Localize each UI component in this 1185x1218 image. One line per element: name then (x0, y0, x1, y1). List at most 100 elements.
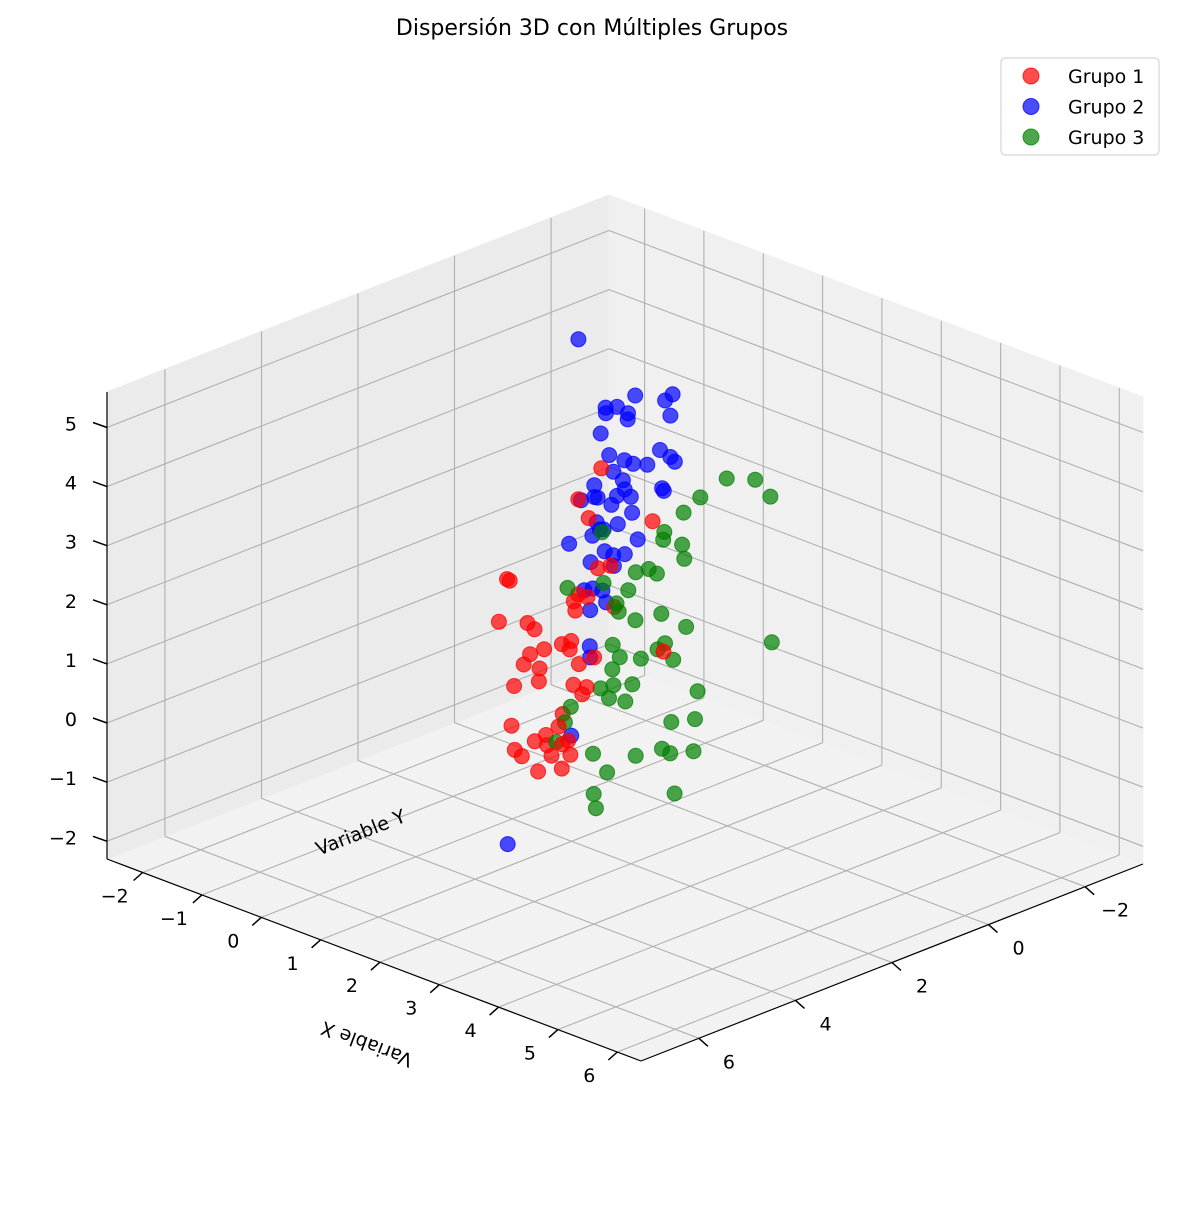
z-grid-left (106, 348, 610, 547)
axes-panes (105, 194, 1145, 1062)
y-grid-floor (164, 835, 700, 1039)
data-point-grupo-3 (604, 636, 621, 653)
data-point-grupo-3 (604, 661, 621, 678)
z-tick-mark (92, 599, 108, 606)
data-point-grupo-2 (662, 407, 679, 424)
x-tick-label: 1 (287, 953, 299, 975)
z-grid-right (608, 584, 1144, 788)
data-point-grupo-3 (685, 743, 702, 760)
data-point-grupo-1 (570, 656, 587, 673)
z-tick-mark (92, 539, 108, 547)
z-tick-mark (92, 421, 108, 429)
z-grid-right (608, 348, 1144, 552)
data-point-grupo-1 (499, 571, 515, 588)
data-point-grupo-1 (550, 718, 567, 735)
x-tick-label: −1 (160, 908, 188, 930)
x-tick-mark (429, 984, 440, 994)
data-point-grupo-1 (579, 589, 596, 605)
data-point-grupo-1 (526, 621, 543, 638)
legend-marker (1022, 67, 1040, 85)
data-point-grupo-1 (503, 717, 520, 734)
data-point-grupo-3 (718, 470, 735, 487)
data-point-grupo-2 (609, 516, 626, 533)
legend: Grupo 1 Grupo 2 Grupo 3 (1000, 57, 1160, 156)
z-grid-left (106, 407, 610, 606)
data-point-grupo-1 (561, 641, 578, 658)
data-point-grupo-3 (648, 565, 665, 582)
x-tick-mark (489, 1006, 500, 1016)
z-tick-label: −2 (49, 827, 77, 849)
data-point-grupo-3 (689, 683, 706, 700)
data-point-grupo-3 (627, 747, 644, 764)
x-axis-line (106, 858, 642, 1062)
data-point-grupo-3 (627, 612, 644, 629)
data-point-grupo-2 (597, 405, 614, 422)
data-point-grupo-1 (513, 748, 530, 765)
data-point-grupo-3 (617, 693, 634, 710)
y-tick-label: −2 (1101, 900, 1129, 922)
data-point-grupo-3 (562, 698, 579, 715)
data-point-grupo-3 (763, 634, 780, 651)
z-tick-label: 2 (65, 591, 77, 613)
y-tick-mark (1084, 886, 1095, 896)
x-tick-mark (370, 961, 381, 971)
data-point-grupo-1 (593, 460, 610, 477)
x-tick-label: −2 (101, 886, 129, 908)
y-tick-mark (795, 999, 805, 1009)
z-tick-label: 4 (65, 473, 77, 495)
data-point-grupo-1 (531, 660, 548, 677)
x-tick-label: 4 (465, 1020, 477, 1042)
x-tick-label: 6 (583, 1065, 595, 1087)
chart-title: Dispersión 3D con Múltiples Grupos (396, 16, 788, 41)
z-grid-right (608, 229, 1144, 434)
data-point-grupo-2 (561, 535, 578, 552)
data-point-grupo-1 (553, 760, 570, 777)
z-tick-mark (92, 717, 108, 724)
data-point-grupo-2 (596, 543, 613, 560)
y-grid-floor (454, 722, 989, 926)
grid-lines (106, 208, 1144, 1053)
y-tick-label: 2 (916, 976, 928, 998)
x-tick-mark (311, 939, 322, 949)
data-point-grupo-2 (582, 602, 599, 619)
data-point-grupo-1 (506, 678, 523, 694)
z-tick-label: 3 (65, 532, 77, 554)
x-tick-mark (192, 894, 203, 904)
data-point-grupo-3 (587, 800, 604, 817)
data-point-grupo-1 (580, 510, 597, 527)
data-point-grupo-3 (653, 605, 670, 622)
z-grid-right (608, 525, 1144, 729)
y-tick-label: 4 (819, 1013, 831, 1035)
data-point-grupo-2 (625, 455, 642, 472)
data-point-grupo-3 (692, 489, 709, 506)
x-tick-label: 2 (346, 975, 358, 997)
z-grid-right (608, 643, 1144, 847)
data-point-grupo-3 (662, 745, 679, 762)
data-point-grupo-1 (526, 733, 543, 750)
data-point-grupo-2 (592, 425, 609, 442)
legend-label: Grupo 1 (1068, 66, 1144, 88)
z-grid-left (106, 229, 610, 429)
data-point-grupo-3 (762, 488, 779, 505)
z-grid-left (106, 525, 610, 724)
legend-marker (1022, 128, 1040, 146)
data-point-grupo-2 (589, 489, 606, 506)
data-point-grupo-1 (560, 732, 577, 749)
legend-box (1000, 57, 1160, 156)
data-point-grupo-3 (585, 745, 601, 762)
data-point-grupo-1 (644, 513, 661, 530)
z-grid-right (608, 407, 1144, 611)
data-point-grupo-3 (675, 504, 692, 521)
data-point-grupo-2 (639, 456, 656, 473)
y-grid-floor (357, 759, 893, 964)
data-point-grupo-1 (578, 679, 595, 696)
data-point-grupo-3 (678, 618, 695, 635)
data-point-grupo-1 (586, 649, 603, 666)
z-tick-mark (92, 480, 108, 488)
legend-marker (1022, 98, 1040, 115)
y-tick-label: 0 (1012, 938, 1024, 960)
data-point-grupo-3 (632, 650, 649, 667)
data-point-grupo-3 (656, 524, 673, 540)
x-tick-label: 3 (405, 998, 417, 1020)
data-point-grupo-3 (610, 603, 627, 620)
